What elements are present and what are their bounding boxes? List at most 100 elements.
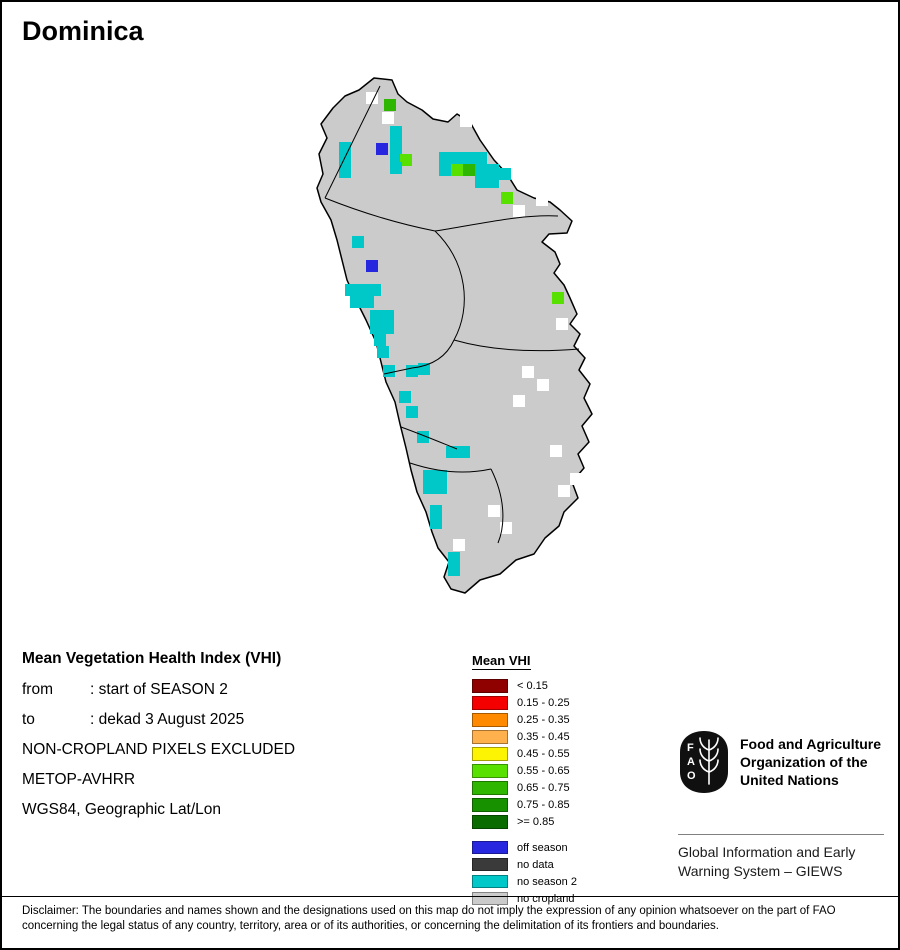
map-cell-g1 (552, 292, 564, 304)
map-cell-ns2 (370, 322, 382, 334)
legend-row: 0.15 - 0.25 (472, 696, 662, 710)
parish-boundary (324, 197, 436, 232)
parish-boundaries (324, 85, 580, 544)
map-cell-ns2 (345, 284, 357, 296)
map-cell-ns2 (350, 296, 362, 308)
map-cell-ns2 (446, 446, 458, 458)
legend-swatch (472, 679, 508, 693)
fao-block: F A O Food and Agriculture Organization … (678, 730, 884, 881)
map-cell-ns2 (399, 391, 411, 403)
map-cell-ns2 (390, 150, 402, 162)
legend-extra: off season no data no season 2 no cropland (472, 841, 662, 905)
to-line: to: dekad 3 August 2025 (22, 711, 442, 729)
non-cropland-line: NON-CROPLAND PIXELS EXCLUDED (22, 741, 296, 758)
legend-label: 0.75 - 0.85 (517, 799, 570, 811)
from-label: from (22, 681, 53, 698)
disclaimer-divider (2, 896, 898, 897)
map-cell-wh (522, 366, 534, 378)
parish-boundary (409, 462, 492, 473)
legend-classes: < 0.15 0.15 - 0.25 0.25 - 0.35 0.35 - 0.45 0… (472, 679, 662, 829)
legend-swatch (472, 858, 508, 871)
legend-row: 0.65 - 0.75 (472, 781, 662, 795)
map-cell-wh (536, 194, 548, 206)
legend-label: 0.55 - 0.65 (517, 765, 570, 777)
map-cell-ns2 (487, 176, 499, 188)
fao-org-name: Food and Agriculture Organization of the… (740, 736, 882, 789)
map-cell-ns2 (406, 406, 418, 418)
map-cell-g2 (384, 99, 396, 111)
map-cell-ns2 (451, 152, 463, 164)
map-cell-ns2 (382, 322, 394, 334)
to-label: to (22, 711, 35, 728)
map-cell-ns2 (439, 152, 451, 164)
fao-header: F A O Food and Agriculture Organization … (678, 730, 884, 794)
legend-row: 0.55 - 0.65 (472, 764, 662, 778)
map-cell-ns2 (463, 152, 475, 164)
map-cell-ns2 (448, 564, 460, 576)
map-cell-ns2 (390, 138, 402, 150)
vhi-heading: Mean Vegetation Health Index (VHI) (22, 650, 282, 667)
legend-label: 0.15 - 0.25 (517, 697, 570, 709)
map-cell-wh (558, 485, 570, 497)
map-cell-ns2 (430, 517, 442, 529)
disclaimer: Disclaimer: The boundaries and names sho… (22, 905, 836, 932)
map-cell-ns2 (406, 365, 418, 377)
legend-label: >= 0.85 (517, 816, 555, 828)
fao-logo: F A O (680, 731, 728, 793)
legend-label: 0.65 - 0.75 (517, 782, 570, 794)
map-cell-ns2 (458, 446, 470, 458)
parish-boundary (453, 339, 580, 352)
legend-swatch (472, 875, 508, 888)
legend-swatch (472, 798, 508, 812)
map-cell-ns2 (435, 470, 447, 482)
map-cells (339, 92, 582, 576)
legend-row: off season (472, 841, 662, 854)
map-cell-ns2 (475, 164, 487, 176)
fao-letter-f: F (687, 742, 694, 754)
giews-text: Global Information and Early Warning Sys… (678, 844, 856, 879)
legend: Mean VHI < 0.15 0.15 - 0.25 0.25 - 0.35 0.3… (472, 652, 662, 909)
map-cell-ns2 (374, 334, 386, 346)
map-cell-ns2 (352, 236, 364, 248)
map-cell-wh (513, 205, 525, 217)
legend-swatch (472, 815, 508, 829)
map-cell-off (376, 143, 388, 155)
map-cell-ns2 (475, 152, 487, 164)
map-cell-ns2 (382, 310, 394, 322)
map-cell-ns2 (475, 176, 487, 188)
map-cell-ns2 (435, 482, 447, 494)
legend-row: < 0.15 (472, 679, 662, 693)
map-cell-wh (556, 318, 568, 330)
map-cell-g1 (400, 154, 412, 166)
parish-boundary (434, 230, 465, 341)
legend-label: off season (517, 841, 568, 854)
legend-label: no data (517, 858, 554, 871)
map-cell-ns2 (423, 470, 435, 482)
legend-row: no data (472, 858, 662, 871)
map-cell-wh (550, 445, 562, 457)
legend-label: 0.45 - 0.55 (517, 748, 570, 760)
wheat-icon (699, 737, 719, 785)
map-cell-ns2 (390, 162, 402, 174)
legend-swatch (472, 841, 508, 854)
legend-swatch (472, 764, 508, 778)
map-cell-wh (500, 522, 512, 534)
fao-divider (678, 834, 884, 835)
parish-boundary (434, 215, 559, 232)
map-cell-ns2 (448, 552, 460, 564)
page-title: Dominica (22, 16, 144, 46)
legend-swatch (472, 747, 508, 761)
legend-row: 0.45 - 0.55 (472, 747, 662, 761)
map-cell-ns2 (423, 482, 435, 494)
parish-boundary (490, 468, 504, 544)
legend-row: 0.75 - 0.85 (472, 798, 662, 812)
map-cell-ns2 (370, 310, 382, 322)
legend-label: no cropland (517, 892, 575, 905)
map-cell-wh (366, 92, 378, 104)
legend-row: 0.25 - 0.35 (472, 713, 662, 727)
legend-title: Mean VHI (472, 653, 531, 670)
map-cell-ns2 (357, 284, 369, 296)
legend-swatch (472, 892, 508, 905)
map-cell-wh (488, 505, 500, 517)
map-cell-g1 (501, 192, 513, 204)
